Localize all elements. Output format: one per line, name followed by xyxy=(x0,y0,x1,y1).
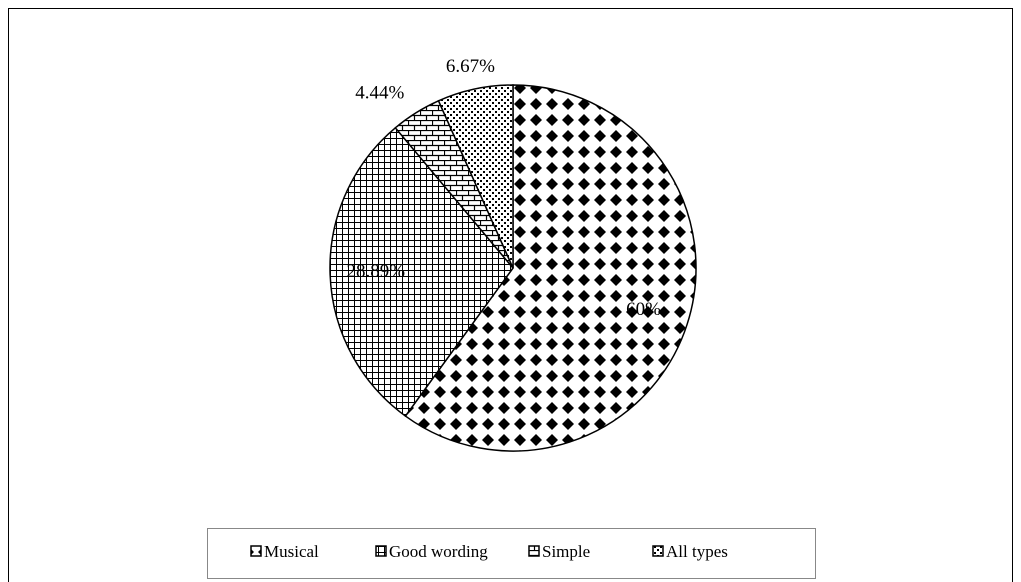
legend-label: Musical xyxy=(264,542,319,561)
legend-box xyxy=(207,528,816,579)
data-label: 4.44% xyxy=(355,83,404,104)
data-label: 6.67% xyxy=(446,56,495,77)
legend-swatch xyxy=(528,545,540,557)
pie-slice xyxy=(437,84,514,269)
legend-label: All types xyxy=(666,542,728,561)
data-label: 28.89% xyxy=(347,261,406,282)
legend-swatch xyxy=(652,545,664,557)
legend-swatch xyxy=(250,545,262,557)
pie-slice xyxy=(329,126,514,418)
chart-border xyxy=(8,8,1013,582)
pie-slice xyxy=(404,84,697,452)
legend-label: Good wording xyxy=(389,542,488,561)
legend-swatch xyxy=(375,545,387,557)
data-label: 60% xyxy=(626,299,661,320)
legend-label: Simple xyxy=(542,542,590,561)
